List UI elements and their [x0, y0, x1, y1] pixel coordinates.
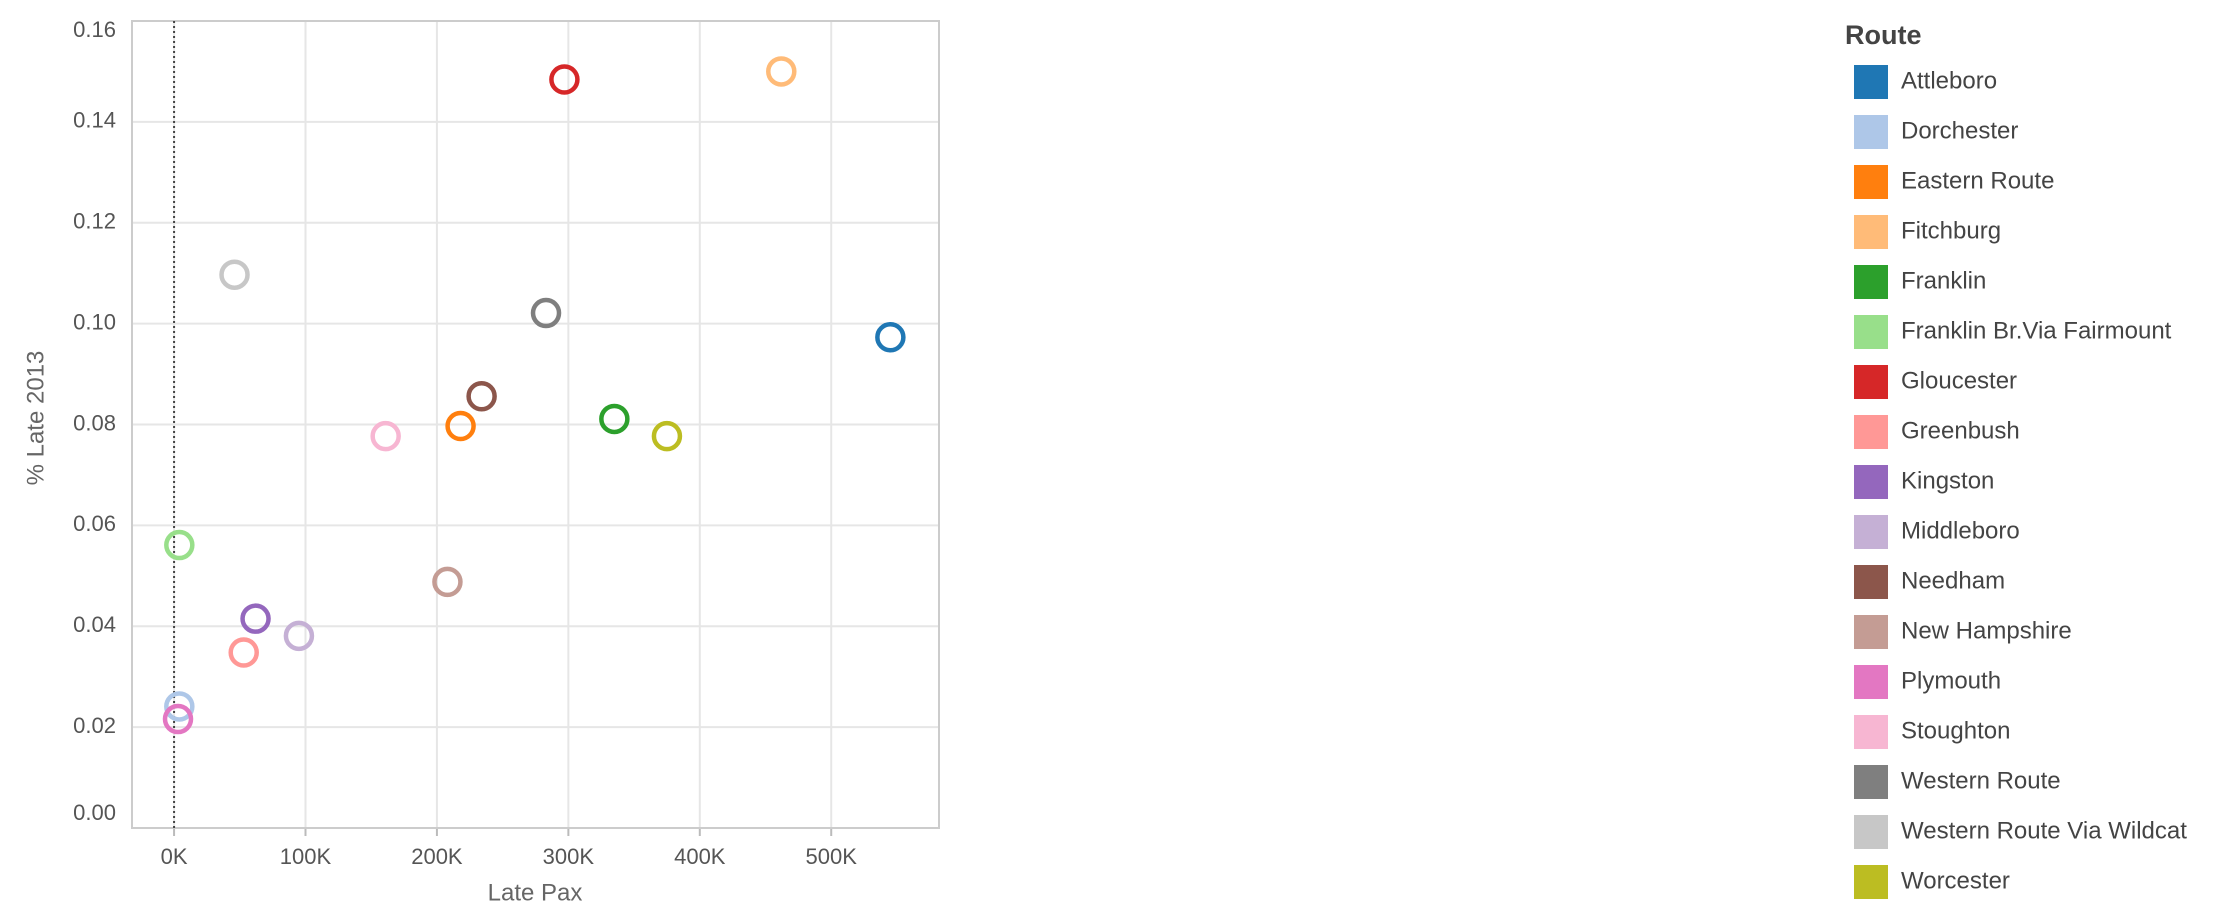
y-tick-label: 0.12	[73, 209, 116, 234]
legend-swatch	[1854, 165, 1888, 199]
point	[283, 620, 315, 652]
legend-swatch	[1854, 365, 1888, 399]
point	[766, 56, 797, 87]
point	[445, 410, 476, 442]
point	[530, 297, 562, 329]
legend-swatch	[1854, 465, 1888, 499]
y-tick-label: 0.06	[73, 511, 116, 536]
legend-label: New Hampshire	[1901, 617, 2072, 644]
legend-swatch	[1854, 815, 1888, 849]
legend-label: Greenbush	[1901, 417, 2020, 444]
legend-swatch	[1854, 765, 1888, 799]
point	[219, 259, 250, 290]
point	[162, 703, 194, 735]
legend-swatch	[1854, 215, 1888, 249]
point	[549, 64, 580, 95]
legend-label: Gloucester	[1901, 367, 2017, 394]
y-axis-title: % Late 2013	[22, 351, 49, 486]
legend-label: Franklin Br.Via Fairmount	[1901, 317, 2172, 344]
legend-label: Worcester	[1901, 867, 2010, 894]
legend-label: Stoughton	[1901, 717, 2010, 744]
point	[651, 420, 683, 452]
legend-label: Plymouth	[1901, 667, 2001, 694]
point	[370, 420, 401, 452]
legend-swatch	[1854, 315, 1888, 349]
legend-label: Western Route Via Wildcat	[1901, 817, 2187, 844]
x-tick-label: 100K	[280, 844, 332, 869]
y-tick-label: 0.00	[73, 800, 116, 825]
legend-swatch	[1854, 415, 1888, 449]
y-tick-label: 0.08	[73, 410, 116, 435]
x-axis-title: Late Pax	[488, 879, 583, 906]
x-tick-label: 200K	[411, 844, 463, 869]
y-tick-label: 0.14	[73, 108, 116, 133]
x-tick-label: 500K	[806, 844, 858, 869]
y-tick-label: 0.10	[73, 309, 116, 334]
point	[240, 603, 271, 634]
legend-swatch	[1854, 265, 1888, 299]
legend-label: Middleboro	[1901, 517, 2020, 544]
legend-label: Needham	[1901, 567, 2005, 594]
point	[599, 403, 630, 435]
legend-title: Route	[1845, 20, 1922, 50]
legend-label: Western Route	[1901, 767, 2061, 794]
x-tick-label: 400K	[674, 844, 726, 869]
point	[466, 381, 497, 412]
y-tick-label: 0.16	[73, 17, 116, 42]
legend-swatch	[1854, 715, 1888, 749]
legend-swatch	[1854, 565, 1888, 599]
legend-label: Attleboro	[1901, 67, 1997, 94]
legend-swatch	[1854, 65, 1888, 99]
legend-label: Franklin	[1901, 267, 1986, 294]
point	[228, 637, 259, 668]
legend-swatch	[1854, 615, 1888, 649]
legend-swatch	[1854, 115, 1888, 149]
point	[875, 321, 906, 353]
y-tick-label: 0.02	[73, 713, 116, 738]
legend-label: Fitchburg	[1901, 217, 2001, 244]
point	[164, 529, 195, 561]
point	[164, 691, 195, 722]
legend-swatch	[1854, 865, 1888, 899]
legend-swatch	[1854, 665, 1888, 699]
plot-frame	[131, 20, 940, 829]
legend-label: Kingston	[1901, 467, 1994, 494]
point	[432, 566, 463, 598]
legend-label: Eastern Route	[1901, 167, 2054, 194]
x-tick-label: 0K	[161, 844, 188, 869]
legend-swatch	[1854, 515, 1888, 549]
legend-label: Dorchester	[1901, 117, 2018, 144]
x-tick-label: 300K	[543, 844, 595, 869]
y-tick-label: 0.04	[73, 612, 116, 637]
